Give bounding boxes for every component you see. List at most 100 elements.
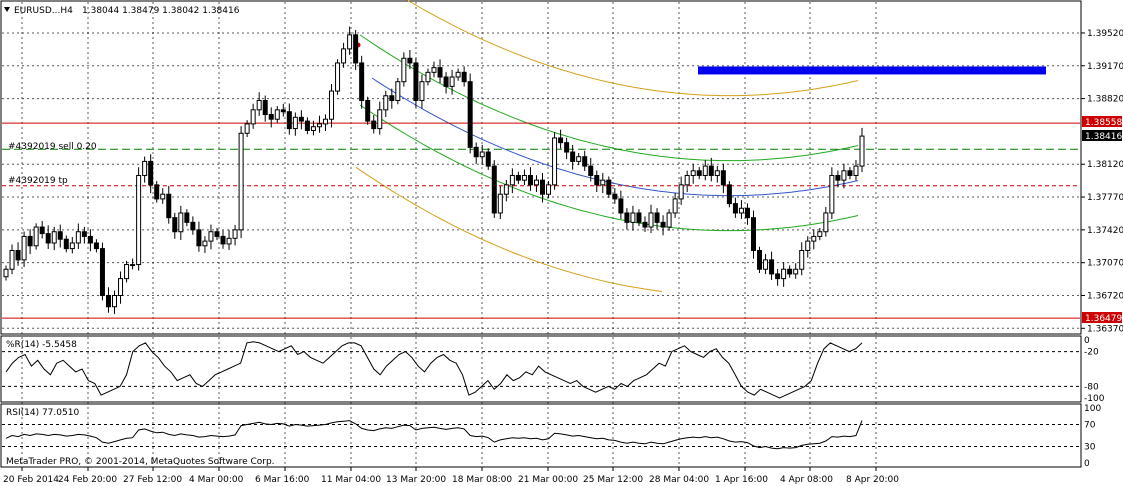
x-tick-label: 25 Mar 12:00 bbox=[583, 475, 643, 485]
candle-body-down bbox=[558, 137, 564, 144]
williams-label: %R(14) -5.5458 bbox=[6, 340, 77, 350]
candle-body-down bbox=[39, 226, 45, 235]
candle bbox=[298, 110, 304, 130]
candle bbox=[431, 61, 437, 78]
candle-body-down bbox=[636, 212, 642, 223]
candle bbox=[576, 152, 582, 166]
candle bbox=[636, 209, 642, 227]
candle-body-up bbox=[702, 165, 708, 176]
y-tick-label: 1.37420 bbox=[1087, 226, 1123, 236]
candle bbox=[178, 205, 184, 240]
candle-body-up bbox=[714, 170, 720, 176]
symbol-label: EURUSD...H4 bbox=[14, 6, 73, 16]
candle-body-down bbox=[359, 62, 365, 101]
candle bbox=[99, 242, 105, 301]
candle-body-up bbox=[335, 62, 341, 92]
candle-body-up bbox=[497, 193, 503, 214]
channel-upper-green bbox=[359, 34, 859, 162]
candle-body-down bbox=[45, 233, 51, 244]
candle-body-up bbox=[9, 249, 15, 270]
main-panel[interactable] bbox=[0, 0, 1082, 335]
candle bbox=[75, 223, 81, 249]
candle bbox=[256, 92, 262, 116]
candle bbox=[166, 185, 172, 224]
candle bbox=[105, 287, 111, 313]
candle-body-up bbox=[666, 212, 672, 228]
candle-body-up bbox=[75, 231, 81, 244]
rsi-line bbox=[5, 420, 863, 450]
candle bbox=[21, 231, 27, 267]
candle-body-up bbox=[316, 123, 322, 128]
williams-panel[interactable] bbox=[0, 335, 1082, 403]
candle-body-up bbox=[503, 184, 509, 195]
candle bbox=[316, 115, 322, 133]
x-tick-label: 13 Mar 20:00 bbox=[386, 475, 446, 485]
candle-body-up bbox=[130, 264, 136, 267]
candle-body-down bbox=[624, 212, 630, 223]
candle bbox=[449, 69, 455, 95]
candle-body-up bbox=[811, 235, 817, 242]
candle-body-up bbox=[51, 231, 57, 244]
candle-body-up bbox=[208, 231, 214, 242]
candle bbox=[726, 181, 732, 208]
candle bbox=[817, 227, 823, 241]
rsi-panel[interactable] bbox=[0, 403, 1082, 468]
candle-body-down bbox=[750, 217, 756, 251]
candle-body-down bbox=[564, 142, 570, 153]
candle bbox=[274, 106, 280, 123]
candle bbox=[515, 171, 521, 184]
candle bbox=[533, 175, 539, 192]
candle bbox=[618, 190, 624, 219]
candle bbox=[678, 176, 684, 205]
candle-body-down bbox=[696, 170, 702, 176]
candle bbox=[757, 246, 763, 273]
candle-body-up bbox=[449, 76, 455, 87]
candle-body-up bbox=[178, 212, 184, 233]
candle bbox=[196, 221, 202, 252]
candle-body-up bbox=[21, 235, 27, 261]
candle bbox=[395, 77, 401, 105]
candle-body-down bbox=[708, 165, 714, 176]
candle-body-down bbox=[190, 221, 196, 231]
candle bbox=[425, 68, 431, 86]
candle-body-down bbox=[389, 95, 395, 101]
candle bbox=[654, 208, 660, 230]
channel-lower-orange bbox=[355, 166, 663, 292]
candle bbox=[15, 242, 21, 266]
candle bbox=[304, 117, 310, 135]
candle-body-up bbox=[33, 226, 39, 247]
candle bbox=[353, 29, 359, 71]
candle-body-down bbox=[154, 184, 160, 200]
candle bbox=[45, 225, 51, 249]
candle bbox=[407, 50, 413, 69]
candle-body-up bbox=[118, 278, 124, 296]
candle bbox=[594, 170, 600, 192]
candle-body-down bbox=[196, 229, 202, 247]
candle bbox=[371, 115, 377, 134]
rsi-label: RSI(14) 77.0510 bbox=[6, 408, 79, 418]
y-tick-label: 1.36720 bbox=[1087, 291, 1123, 301]
candle-body-up bbox=[552, 137, 558, 186]
candle-body-down bbox=[15, 249, 21, 261]
x-tick-label: 18 Mar 08:00 bbox=[452, 475, 512, 485]
candle-body-up bbox=[690, 170, 696, 176]
candle-body-down bbox=[148, 160, 154, 186]
candle-body-down bbox=[606, 179, 612, 195]
candle-body-down bbox=[365, 99, 371, 122]
candle bbox=[823, 206, 829, 237]
candle-body-down bbox=[437, 67, 443, 78]
candle-body-up bbox=[425, 71, 431, 83]
williams-tick-label: 0 bbox=[1084, 336, 1090, 346]
candle bbox=[540, 173, 546, 203]
candle bbox=[154, 181, 160, 203]
candle-body-up bbox=[684, 174, 690, 186]
candle-body-up bbox=[521, 174, 527, 181]
collapse-triangle-icon[interactable] bbox=[4, 7, 10, 12]
candle-body-down bbox=[461, 71, 467, 83]
candle-body-down bbox=[407, 57, 413, 64]
candle-body-down bbox=[172, 217, 178, 233]
x-tick-label: 4 Apr 08:00 bbox=[780, 475, 833, 485]
candle-body-up bbox=[310, 126, 316, 131]
candle bbox=[9, 244, 15, 275]
candle bbox=[479, 144, 485, 165]
